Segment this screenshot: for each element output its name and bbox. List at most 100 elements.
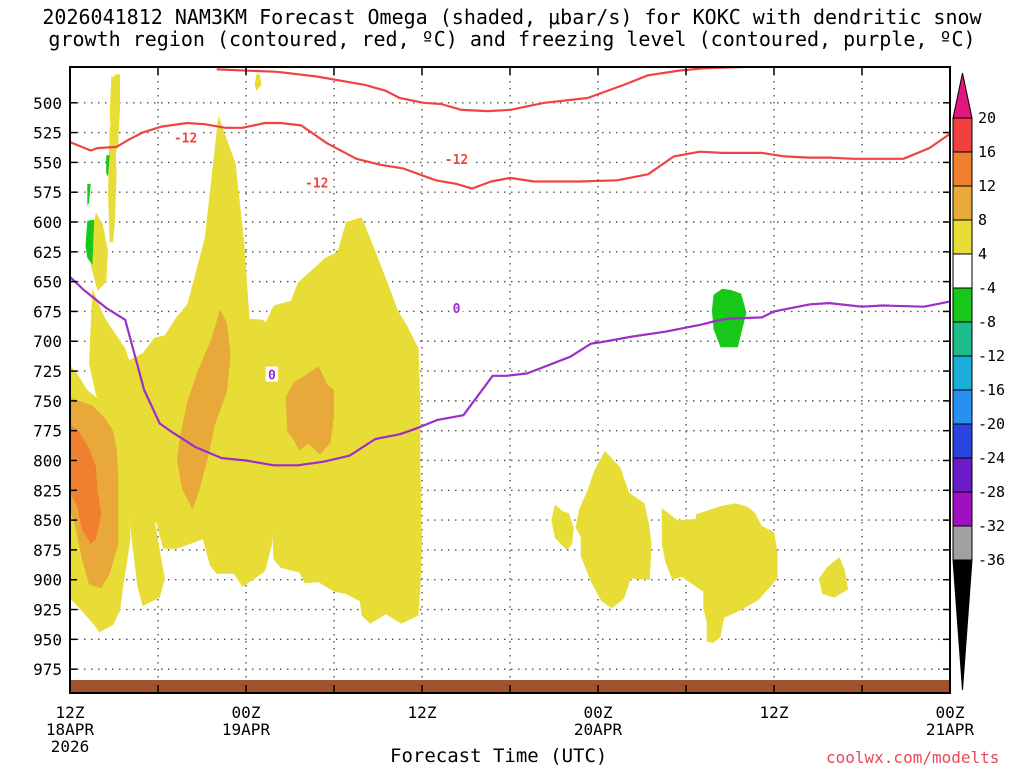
colorbar-label: -32 [978,517,1005,535]
omega-region [818,557,849,598]
x-tick-label: 12Z [56,703,85,722]
contour-line [70,121,950,190]
colorbar-bin [952,355,973,391]
omega-region [259,217,422,624]
y-tick-label: 900 [33,571,62,590]
omega-region [70,424,102,544]
y-tick-label: 950 [33,630,62,649]
x-tick-label: 2026 [51,737,90,756]
colorbar-label: -8 [978,313,996,331]
omega-region [177,309,231,510]
omega-region [285,366,334,455]
colorbar-label: -20 [978,415,1005,433]
x-tick-label: 12Z [408,703,437,722]
contour-label: 0 [453,302,461,317]
omega-shaded-regions [70,74,849,643]
colorbar-label: -28 [978,483,1005,501]
chart-title-line-2: growth region (contoured, red, ºC) and f… [48,27,976,51]
contour-label: -12 [445,153,468,168]
y-tick-label: 825 [33,481,62,500]
contour-label: 0 [268,369,276,384]
colorbar-label: -12 [978,347,1005,365]
omega-region [106,155,110,177]
omega-region [120,115,274,587]
y-tick-label: 525 [33,124,62,143]
omega-region [89,288,165,606]
colorbar-label: -16 [978,381,1005,399]
omega-region [90,212,108,292]
colorbar-bin [952,185,973,221]
contour-line [70,276,950,467]
omega-region [680,503,778,643]
y-tick-label: 850 [33,511,62,530]
colorbar-bin [952,321,973,357]
omega-region [87,183,91,206]
y-tick-label: 725 [33,362,62,381]
site-credit: coolwx.com/modelts [826,748,1000,767]
colorbar-bin [952,525,973,561]
colorbar-label: 20 [978,109,996,127]
contour-lines [70,67,950,467]
omega-region [575,450,652,609]
omega-region [551,504,574,550]
colorbar-label: -4 [978,279,996,297]
chart-title-line-1: 2026041812 NAM3KM Forecast Omega (shaded… [42,5,982,29]
colorbar-bin [952,389,973,425]
colorbar-bin [952,457,973,493]
y-tick-label: 625 [33,243,62,262]
colorbar-bin [952,117,973,153]
contour-label-bg [301,174,332,190]
y-tick-label: 650 [33,273,62,292]
omega-region [85,219,95,265]
y-tick-label: 675 [33,302,62,321]
y-tick-label: 975 [33,660,62,679]
contour-label-bg [450,299,463,315]
colorbar-bin [952,151,973,187]
colorbar-label: 16 [978,143,996,161]
colorbar-label: -24 [978,449,1005,467]
y-tick-label: 500 [33,94,62,113]
y-tick-label: 750 [33,392,62,411]
y-axis: 500 525 550 575 600 625 650 675 700 725 750 775 800 8… [33,94,950,679]
x-tick-label: 19APR [222,720,271,739]
x-tick-label: 00Z [584,703,613,722]
x-tick-label: 00Z [936,703,965,722]
y-tick-label: 875 [33,541,62,560]
x-tick-label: 18APR [46,720,95,739]
contour-label-bg [265,366,279,382]
colorbar-label: -36 [978,551,1005,569]
colorbar-bin [952,253,973,289]
colorbar-top-arrow [952,72,973,119]
colorbar-label: 12 [978,177,996,195]
y-tick-label: 925 [33,601,62,620]
colorbar-legend: 20 16 12 8 4 -4 -8 -12 -16 -20 -24 -28 -32 -36 [952,72,1005,691]
y-tick-label: 550 [33,153,62,172]
contour-label-bg [441,150,472,166]
y-tick-label: 775 [33,422,62,441]
omega-region [254,74,262,91]
colorbar-bin [952,287,973,323]
x-tick-label: 21APR [926,720,975,739]
omega-region [108,126,117,243]
omega-region [113,74,120,139]
contour-label: -12 [305,177,328,192]
colorbar-bin [952,491,973,527]
x-tick-label: 20APR [574,720,623,739]
colorbar-bottom-arrow [952,559,973,691]
y-tick-label: 700 [33,332,62,351]
contour-label: -12 [174,131,197,146]
y-tick-label: 800 [33,451,62,470]
colorbar-bin [952,423,973,459]
colorbar-label: 8 [978,211,987,229]
colorbar-label: 4 [978,245,987,263]
x-tick-label: 12Z [760,703,789,722]
x-tick-label: 00Z [232,703,261,722]
contour-label-bg [170,129,201,145]
contour-line [216,67,743,113]
colorbar-bin [952,219,973,255]
y-tick-label: 575 [33,183,62,202]
x-axis-label: Forecast Time (UTC) [390,745,608,767]
contour-labels: -12 -12 -12 0 0 [170,129,472,384]
